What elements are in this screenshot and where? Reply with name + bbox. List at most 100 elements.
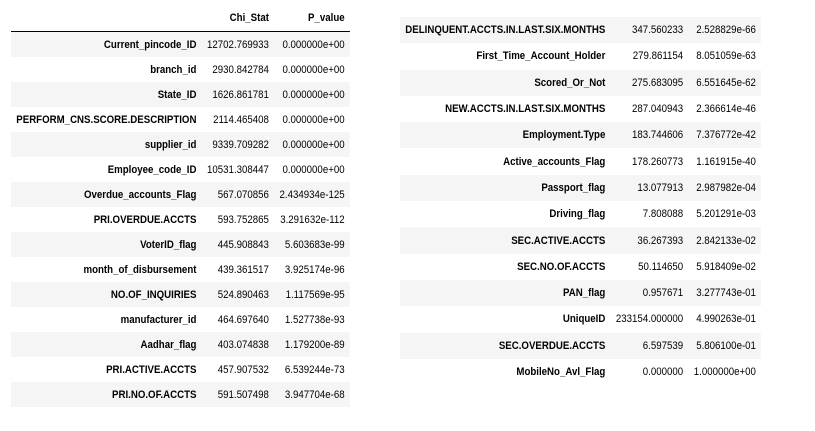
table-row: MobileNo_Avl_Flag 0.000000 1.000000e+00 [400, 359, 761, 385]
row-label: PRI.OVERDUE.ACCTS [93, 213, 197, 226]
p-value-cell: 0.000000e+00 [282, 63, 345, 76]
chi-stat-cell: 593.752865 [217, 213, 269, 226]
chi-stat-cell: 439.361517 [217, 263, 269, 276]
table-row: Current_pincode_ID 12702.769933 0.000000e+… [11, 31, 350, 57]
table-row: VoterID_flag 445.908843 5.603683e-99 [11, 232, 350, 257]
row-label: DELINQUENT.ACCTS.IN.LAST.SIX.MONTHS [400, 17, 611, 44]
table-row: Active_accounts_Flag 178.260773 1.161915e-… [400, 148, 761, 174]
chi-stat-cell: 591.507498 [201, 382, 275, 407]
table-body: DELINQUENT.ACCTS.IN.LAST.SIX.MONTHS 347.5… [400, 17, 762, 385]
table-row: Employee_code_ID 10531.308447 0.000000e+00 [11, 157, 350, 182]
p-value-cell: 1.527738e-93 [284, 313, 345, 326]
chi-stat-cell: 10531.308447 [207, 163, 269, 176]
table-row: Scored_Or_Not 275.683095 6.551645e-62 [400, 69, 762, 96]
table-row: SEC.NO.OF.ACCTS 50.114650 5.918409e-02 [400, 254, 761, 280]
p-value-cell: 4.990263e-01 [696, 313, 756, 326]
p-value-cell: 0.000000e+00 [274, 132, 350, 157]
p-value-cell: 1.179200e-89 [274, 332, 350, 357]
table-row: month_of_disbursement 439.361517 3.925174e… [11, 257, 350, 282]
row-label: SEC.ACTIVE.ACCTS [400, 227, 611, 254]
p-value-cell: 3.291632e-112 [280, 213, 345, 226]
p-value-cell: 3.947704e-68 [274, 382, 350, 407]
p-value-cell: 2.528829e-66 [688, 17, 762, 44]
row-label: branch_id [150, 63, 197, 76]
p-value-cell: 7.376772e-42 [688, 122, 762, 149]
p-value-cell: 3.925174e-96 [284, 263, 345, 276]
chi-stat-cell: 0.957671 [610, 279, 689, 307]
column-header-chi-stat: Chi_Stat [201, 5, 275, 32]
row-label: UniqueID [562, 313, 606, 326]
table-row: PRI.NO.OF.ACCTS 591.507498 3.947704e-68 [11, 382, 350, 407]
table-row: SEC.ACTIVE.ACCTS 36.267393 2.842133e-02 [400, 227, 762, 254]
table-row: Driving_flag 7.808088 5.201291e-03 [400, 201, 761, 227]
chi-stat-cell: 7.808088 [642, 208, 684, 221]
row-label: Current_pincode_ID [11, 31, 202, 57]
p-value-cell: 2.366614e-46 [696, 103, 756, 116]
row-label: SEC.OVERDUE.ACCTS [400, 332, 611, 359]
row-label: Aadhar_flag [11, 332, 202, 357]
row-label: Employee_code_ID [107, 163, 197, 176]
row-label: Passport_flag [400, 174, 611, 202]
p-value-cell: 1.117569e-95 [274, 282, 350, 307]
chi-stat-cell: 13.077913 [610, 174, 689, 202]
p-value-cell: 5.201291e-03 [696, 208, 756, 221]
table-row: DELINQUENT.ACCTS.IN.LAST.SIX.MONTHS 347.5… [400, 17, 762, 44]
chi-stat-cell: 275.683095 [610, 69, 689, 96]
p-value-cell: 3.277743e-01 [688, 279, 762, 307]
chi-stat-cell: 567.070856 [201, 182, 275, 207]
chi-square-table-right: DELINQUENT.ACCTS.IN.LAST.SIX.MONTHS 347.5… [400, 17, 762, 385]
p-value-cell: 0.000000e+00 [282, 163, 345, 176]
row-label: First_Time_Account_Holder [476, 50, 606, 63]
p-value-cell: 0.000000e+00 [274, 31, 350, 57]
p-value-cell: 5.918409e-02 [696, 260, 756, 273]
p-value-cell: 8.051059e-63 [696, 50, 756, 63]
row-label: SEC.NO.OF.ACCTS [517, 260, 606, 273]
table-row: branch_id 2930.842784 0.000000e+00 [11, 57, 350, 82]
chi-stat-cell: 233154.000000 [615, 313, 684, 326]
chi-stat-cell: 6.597539 [610, 332, 689, 359]
header-row: Chi_Stat P_value [11, 5, 350, 32]
row-label: Overdue_accounts_Flag [11, 182, 202, 207]
row-label: Employment.Type [400, 122, 611, 149]
row-label: supplier_id [11, 132, 202, 157]
table-row: PRI.OVERDUE.ACCTS 593.752865 3.291632e-112 [11, 207, 350, 232]
chi-stat-cell: 464.697640 [217, 313, 269, 326]
row-label: Driving_flag [549, 208, 606, 221]
chi-stat-cell: 403.074838 [201, 332, 275, 357]
table-row: NO.OF_INQUIRIES 524.890463 1.117569e-95 [11, 282, 350, 307]
chi-stat-cell: 1626.861781 [201, 82, 275, 107]
row-label: PRI.ACTIVE.ACCTS [106, 363, 197, 376]
chi-stat-cell: 2114.465408 [213, 113, 269, 126]
chi-stat-cell: 36.267393 [610, 227, 689, 254]
p-value-cell: 6.551645e-62 [688, 69, 762, 96]
chi-stat-cell: 347.560233 [610, 17, 689, 44]
row-label: manufacturer_id [120, 313, 197, 326]
p-value-cell: 2.842133e-02 [688, 227, 762, 254]
p-value-cell: 1.000000e+00 [693, 366, 756, 378]
row-label: PRI.NO.OF.ACCTS [11, 382, 202, 407]
chi-stat-cell: 287.040943 [632, 103, 684, 116]
row-label: PERFORM_CNS.SCORE.DESCRIPTION [16, 113, 197, 126]
p-value-cell: 5.603683e-99 [274, 232, 350, 257]
p-value-cell: 1.161915e-40 [696, 155, 756, 168]
chi-stat-cell: 445.908843 [201, 232, 275, 257]
table-row: NEW.ACCTS.IN.LAST.SIX.MONTHS 287.040943 2.… [400, 96, 761, 122]
p-value-cell: 2.434934e-125 [274, 182, 350, 207]
chi-stat-cell: 524.890463 [201, 282, 275, 307]
row-label: MobileNo_Avl_Flag [516, 366, 606, 378]
chi-stat-cell: 0.000000 [642, 366, 684, 378]
table-row: SEC.OVERDUE.ACCTS 6.597539 5.806100e-01 [400, 332, 762, 359]
chi-stat-cell: 50.114650 [638, 260, 684, 273]
column-header-p-value: P_value [274, 5, 350, 32]
row-label: Scored_Or_Not [400, 69, 611, 96]
table-row: PAN_flag 0.957671 3.277743e-01 [400, 279, 762, 307]
chi-stat-cell: 12702.769933 [201, 31, 275, 57]
table-row: manufacturer_id 464.697640 1.527738e-93 [11, 307, 350, 332]
chi-stat-cell: 279.861154 [632, 50, 684, 63]
p-value-cell: 0.000000e+00 [274, 82, 350, 107]
chi-stat-cell: 2930.842784 [212, 63, 269, 76]
table-row: State_ID 1626.861781 0.000000e+00 [11, 82, 350, 107]
row-label: NO.OF_INQUIRIES [11, 282, 202, 307]
table-body: Current_pincode_ID 12702.769933 0.000000e+… [11, 31, 350, 407]
table-row: Passport_flag 13.077913 2.987982e-04 [400, 174, 762, 202]
